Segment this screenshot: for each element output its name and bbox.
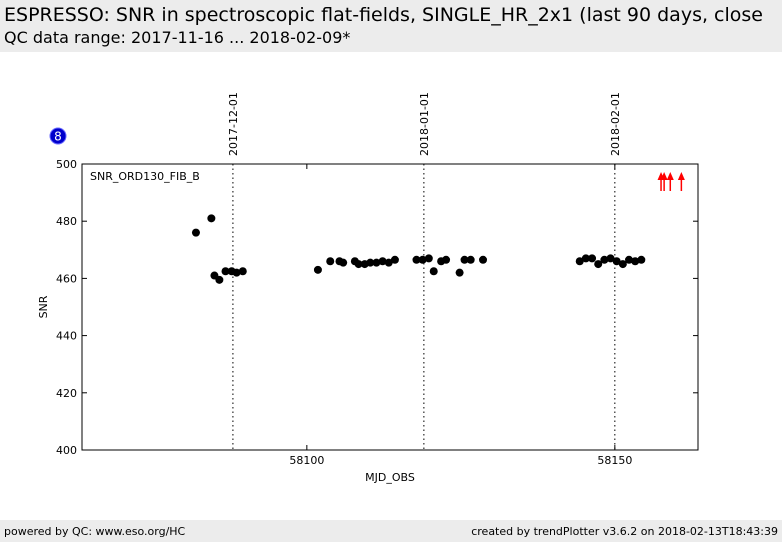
chart-annotation: SNR_ORD130_FIB_B <box>90 170 200 183</box>
data-point <box>366 258 375 267</box>
y-axis-label: SNR <box>37 295 50 318</box>
out-of-range-arrows <box>657 172 685 191</box>
date-marker-label: 2018-01-01 <box>418 92 431 156</box>
data-point <box>215 275 224 284</box>
page-subtitle: QC data range: 2017-11-16 ... 2018-02-09… <box>4 28 351 47</box>
data-point <box>390 255 399 264</box>
out-of-range-arrow <box>666 172 674 191</box>
data-point <box>612 257 621 266</box>
data-point <box>412 255 421 264</box>
data-point <box>221 267 230 276</box>
data-point <box>460 255 469 264</box>
data-points <box>191 214 646 284</box>
data-point <box>594 260 603 269</box>
date-marker-label: 2017-12-01 <box>227 92 240 156</box>
y-tick-label: 440 <box>56 330 77 343</box>
footer-credit: powered by QC: www.eso.org/HC <box>4 525 186 538</box>
data-point <box>326 257 335 266</box>
data-point <box>466 255 475 264</box>
data-point <box>429 267 438 276</box>
data-point <box>232 268 241 277</box>
data-point <box>618 260 627 269</box>
footer-timestamp: created by trendPlotter v3.6.2 on 2018-0… <box>471 525 778 538</box>
data-point <box>631 257 640 266</box>
y-tick-label: 400 <box>56 444 77 457</box>
y-tick-label: 480 <box>56 215 77 228</box>
data-point <box>372 258 381 267</box>
arrow-head <box>660 172 668 180</box>
data-point <box>637 255 646 264</box>
data-point <box>600 255 609 264</box>
data-point <box>625 255 634 264</box>
data-point <box>575 257 584 266</box>
data-point <box>378 257 387 266</box>
y-tick-label: 500 <box>56 158 77 171</box>
data-point <box>455 268 464 277</box>
y-tick-label: 420 <box>56 387 77 400</box>
date-marker-label: 2018-02-01 <box>609 92 622 156</box>
out-of-range-arrow <box>677 172 685 191</box>
y-tick-label: 460 <box>56 272 77 285</box>
plot-area <box>81 163 699 451</box>
x-axis-label: MJD_OBS <box>365 471 415 484</box>
arrow-head <box>677 172 685 180</box>
data-point <box>606 254 615 263</box>
badge-count: 8 <box>54 130 62 144</box>
data-point <box>479 255 488 264</box>
date-markers: 2017-12-01 2018-01-01 2018-02-01 <box>227 92 622 450</box>
data-point <box>418 255 427 264</box>
footer: powered by QC: www.eso.org/HC created by… <box>0 520 782 542</box>
data-point <box>207 214 216 223</box>
data-point <box>191 228 200 237</box>
data-point <box>354 260 363 269</box>
data-point <box>588 254 597 263</box>
badge: 8 <box>49 127 67 145</box>
data-point <box>424 254 433 263</box>
y-axis: 400 420 440 460 480 500 <box>56 158 698 457</box>
data-point <box>238 267 247 276</box>
badge-circle <box>49 127 67 145</box>
data-point <box>339 258 348 267</box>
data-point <box>581 254 590 263</box>
data-point <box>384 258 393 267</box>
page-title: ESPRESSO: SNR in spectroscopic flat-fiel… <box>4 4 763 26</box>
x-tick-label: 58100 <box>289 454 324 467</box>
data-point <box>313 265 322 274</box>
header: ESPRESSO: SNR in spectroscopic flat-fiel… <box>0 0 782 52</box>
out-of-range-arrow <box>660 172 668 191</box>
data-point <box>442 255 451 264</box>
chart: 2017-12-01 2018-01-01 2018-02-01 400 420 440… <box>37 92 699 484</box>
arrow-head <box>666 172 674 180</box>
x-axis: 58100 58150 <box>289 164 632 467</box>
x-tick-label: 58150 <box>597 454 632 467</box>
